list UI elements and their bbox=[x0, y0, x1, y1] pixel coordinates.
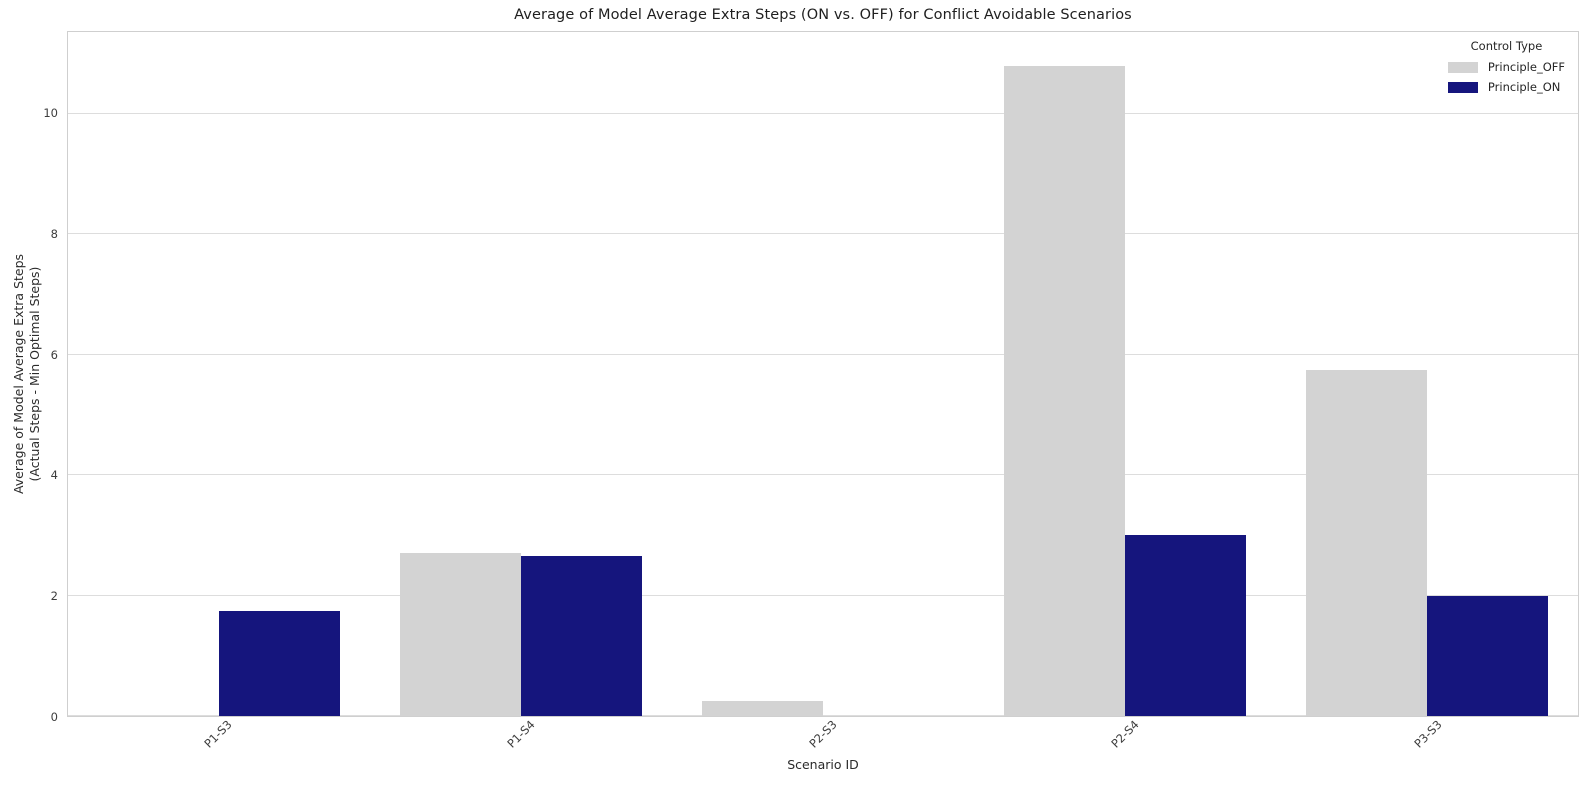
legend-item-principle-on: Principle_ON bbox=[1447, 80, 1561, 94]
gridline-y-10 bbox=[68, 112, 1578, 114]
y-axis-label-line1: Average of Model Average Extra Steps bbox=[11, 253, 26, 495]
y-tick-label-4: 4 bbox=[50, 468, 58, 483]
bar-principle-off-p3-s3 bbox=[1306, 369, 1427, 716]
legend-swatch-principle-off-icon bbox=[1447, 61, 1478, 73]
gridline-y-4 bbox=[68, 474, 1578, 476]
legend-item-principle-off: Principle_OFF bbox=[1447, 60, 1565, 74]
bar-principle-off-p2-s4 bbox=[1004, 65, 1125, 716]
x-tick-label-p1-s4: P1-S4 bbox=[503, 717, 538, 751]
x-tick-label-p2-s4: P2-S4 bbox=[1108, 717, 1143, 751]
y-tick-label-8: 8 bbox=[50, 226, 58, 241]
legend: Control Type Principle_OFF Principle_ON bbox=[1447, 39, 1565, 97]
y-axis-label-line2: (Actual Steps - Min Optimal Steps) bbox=[27, 266, 42, 482]
y-tick-label-10: 10 bbox=[43, 106, 58, 121]
bar-principle-on-p1-s3 bbox=[219, 610, 340, 716]
y-axis-label: Average of Model Average Extra Steps (Ac… bbox=[11, 254, 43, 494]
legend-swatch-principle-on-icon bbox=[1447, 81, 1478, 93]
y-tick-label-2: 2 bbox=[50, 589, 58, 604]
x-tick-label-p2-s3: P2-S3 bbox=[806, 717, 840, 751]
bar-principle-off-p2-s3 bbox=[702, 700, 823, 716]
y-tick-label-0: 0 bbox=[50, 710, 58, 724]
gridline-y-2 bbox=[68, 594, 1578, 596]
y-tick-label-6: 6 bbox=[50, 347, 58, 362]
legend-items: Principle_OFF Principle_ON bbox=[1447, 57, 1565, 97]
plot-area: Control Type Principle_OFF Principle_ON bbox=[67, 31, 1579, 717]
bar-principle-on-p1-s4 bbox=[521, 556, 642, 716]
gridline-y-6 bbox=[68, 353, 1578, 355]
bar-principle-on-p2-s4 bbox=[1125, 535, 1246, 716]
x-tick-label-p3-s3: P3-S3 bbox=[1411, 717, 1445, 751]
bar-principle-off-p1-s4 bbox=[400, 553, 521, 716]
legend-title: Control Type bbox=[1470, 39, 1543, 53]
chart-title: Average of Model Average Extra Steps (ON… bbox=[514, 7, 1132, 23]
gridline-y-8 bbox=[68, 233, 1578, 235]
legend-label-principle-on: Principle_ON bbox=[1487, 80, 1561, 94]
bar-principle-on-p3-s3 bbox=[1427, 595, 1548, 716]
x-axis-label: Scenario ID bbox=[787, 757, 859, 772]
legend-label-principle-off: Principle_OFF bbox=[1487, 60, 1565, 74]
gridline-y-0 bbox=[68, 715, 1578, 716]
x-tick-label-p1-s3: P1-S3 bbox=[201, 717, 235, 751]
